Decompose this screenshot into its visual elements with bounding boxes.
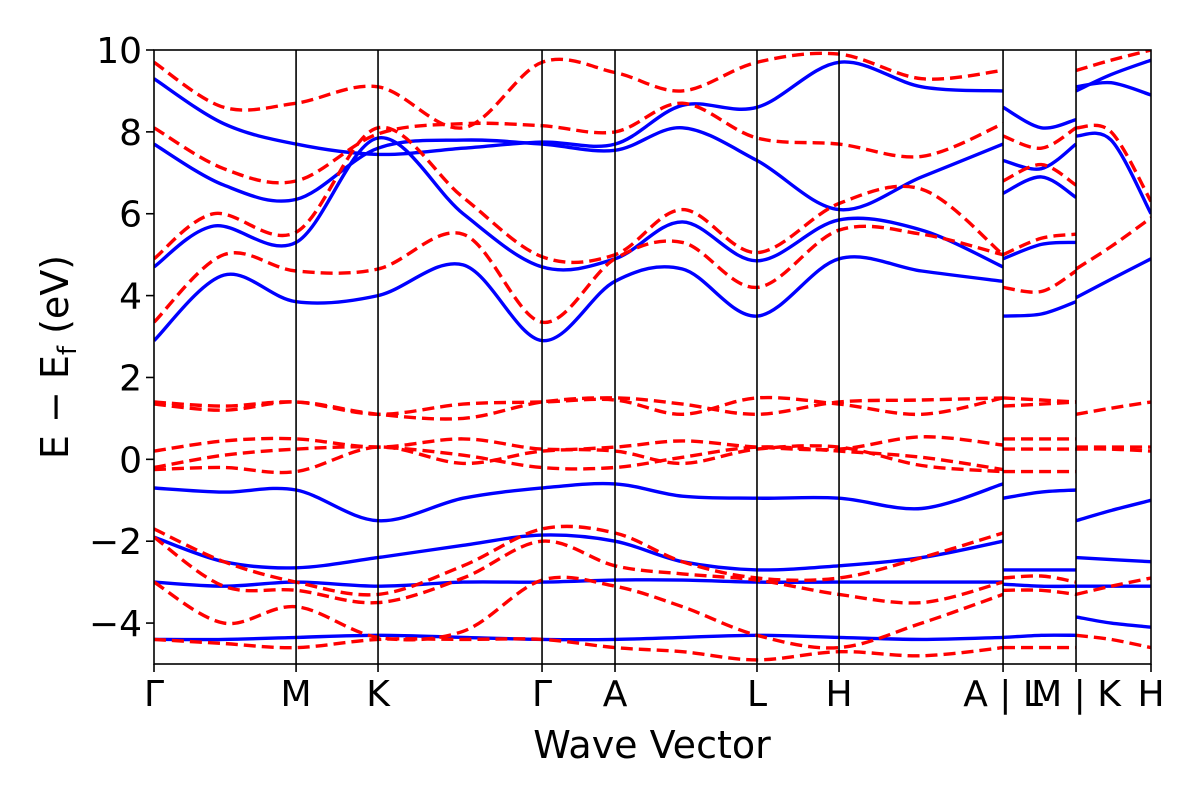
x-tick-label: H	[825, 674, 852, 715]
band-line-spin-down	[1075, 50, 1151, 73]
y-tick-label: −4	[89, 604, 142, 645]
band-line-spin-up	[154, 136, 1004, 272]
band-line-spin-up	[1002, 142, 1078, 171]
band-line-spin-up	[1075, 498, 1151, 523]
band-line-spin-up	[1002, 488, 1077, 500]
band-line-spin-up	[154, 126, 1004, 212]
y-axis: 10 8 6 4 2 0 −2 −4	[89, 31, 154, 645]
y-tick-label: 8	[119, 113, 142, 154]
x-tick-label: A	[603, 674, 628, 715]
x-axis: Γ M K Γ A L H A | LM | K H	[144, 664, 1165, 715]
band-line-spin-up	[1075, 58, 1151, 93]
band-line-spin-up	[1075, 131, 1151, 215]
band-line-spin-down	[1075, 216, 1151, 271]
band-line-spin-up	[1002, 633, 1077, 640]
band-line-spin-down	[154, 224, 1004, 324]
y-axis-title-main: E − E	[33, 355, 77, 459]
band-line-spin-down	[1002, 574, 1077, 584]
band-line-spin-down	[154, 575, 1004, 650]
x-tick-label: Γ	[532, 674, 552, 715]
band-line-spin-up	[1002, 175, 1077, 199]
x-tick-label: K	[366, 674, 391, 715]
band-line-spin-down	[1002, 232, 1077, 257]
band-line-spin-down	[1075, 400, 1151, 416]
band-line-spin-down	[154, 535, 1004, 605]
y-axis-title-subscript: f	[53, 345, 83, 355]
x-tick-label: Γ	[144, 674, 164, 715]
band-line-spin-down	[1002, 588, 1077, 597]
band-line-spin-down	[154, 51, 1004, 130]
x-axis-title: Wave Vector	[533, 723, 771, 767]
band-line-spin-down	[154, 445, 1004, 472]
band-line-spin-down	[154, 435, 1004, 453]
band-line-spin-down	[154, 444, 1004, 475]
y-axis-title: E − Ef (eV)	[33, 255, 83, 459]
band-line-spin-up	[154, 255, 1004, 343]
band-line-spin-down	[1075, 447, 1151, 453]
band-line-spin-down	[1075, 123, 1151, 203]
band-line-spin-up	[1002, 105, 1077, 130]
x-tick-label: M	[281, 674, 312, 715]
band-line-spin-up	[1002, 300, 1077, 318]
band-line-spin-down	[1002, 400, 1077, 408]
band-line-spin-down	[154, 637, 1004, 662]
band-line-spin-up	[1075, 80, 1151, 97]
band-line-spin-up	[1075, 615, 1151, 629]
x-tick-label: L	[747, 674, 767, 715]
band-line-spin-down	[154, 395, 1004, 417]
band-line-spin-up	[1002, 582, 1077, 589]
y-axis-title-unit: (eV)	[33, 255, 77, 346]
band-line-spin-down	[154, 101, 1004, 185]
x-tick-label: H	[1137, 674, 1164, 715]
plot-frame	[153, 49, 1152, 665]
x-tick-label: A | L	[963, 674, 1043, 715]
y-tick-label: 0	[119, 440, 142, 481]
band-line-spin-up	[1002, 240, 1077, 261]
band-line-spin-down	[1075, 633, 1151, 650]
band-line-spin-up	[1075, 555, 1151, 564]
band-line-spin-down	[1075, 576, 1151, 597]
band-line-spin-down	[1002, 126, 1077, 150]
x-tick-label: M | K	[1031, 674, 1122, 715]
band-line-spin-up	[1075, 257, 1151, 300]
band-line-spin-down	[1002, 162, 1077, 187]
band-line-spin-down	[1002, 269, 1077, 294]
band-line-spin-down	[154, 396, 1004, 421]
y-tick-label: 6	[119, 195, 142, 236]
y-tick-label: 2	[119, 358, 142, 399]
y-tick-label: −2	[89, 522, 142, 563]
kpoint-lines	[295, 50, 1077, 664]
band-line-spin-up	[154, 60, 1004, 157]
y-tick-label: 4	[119, 277, 142, 318]
y-tick-label: 10	[96, 31, 142, 72]
